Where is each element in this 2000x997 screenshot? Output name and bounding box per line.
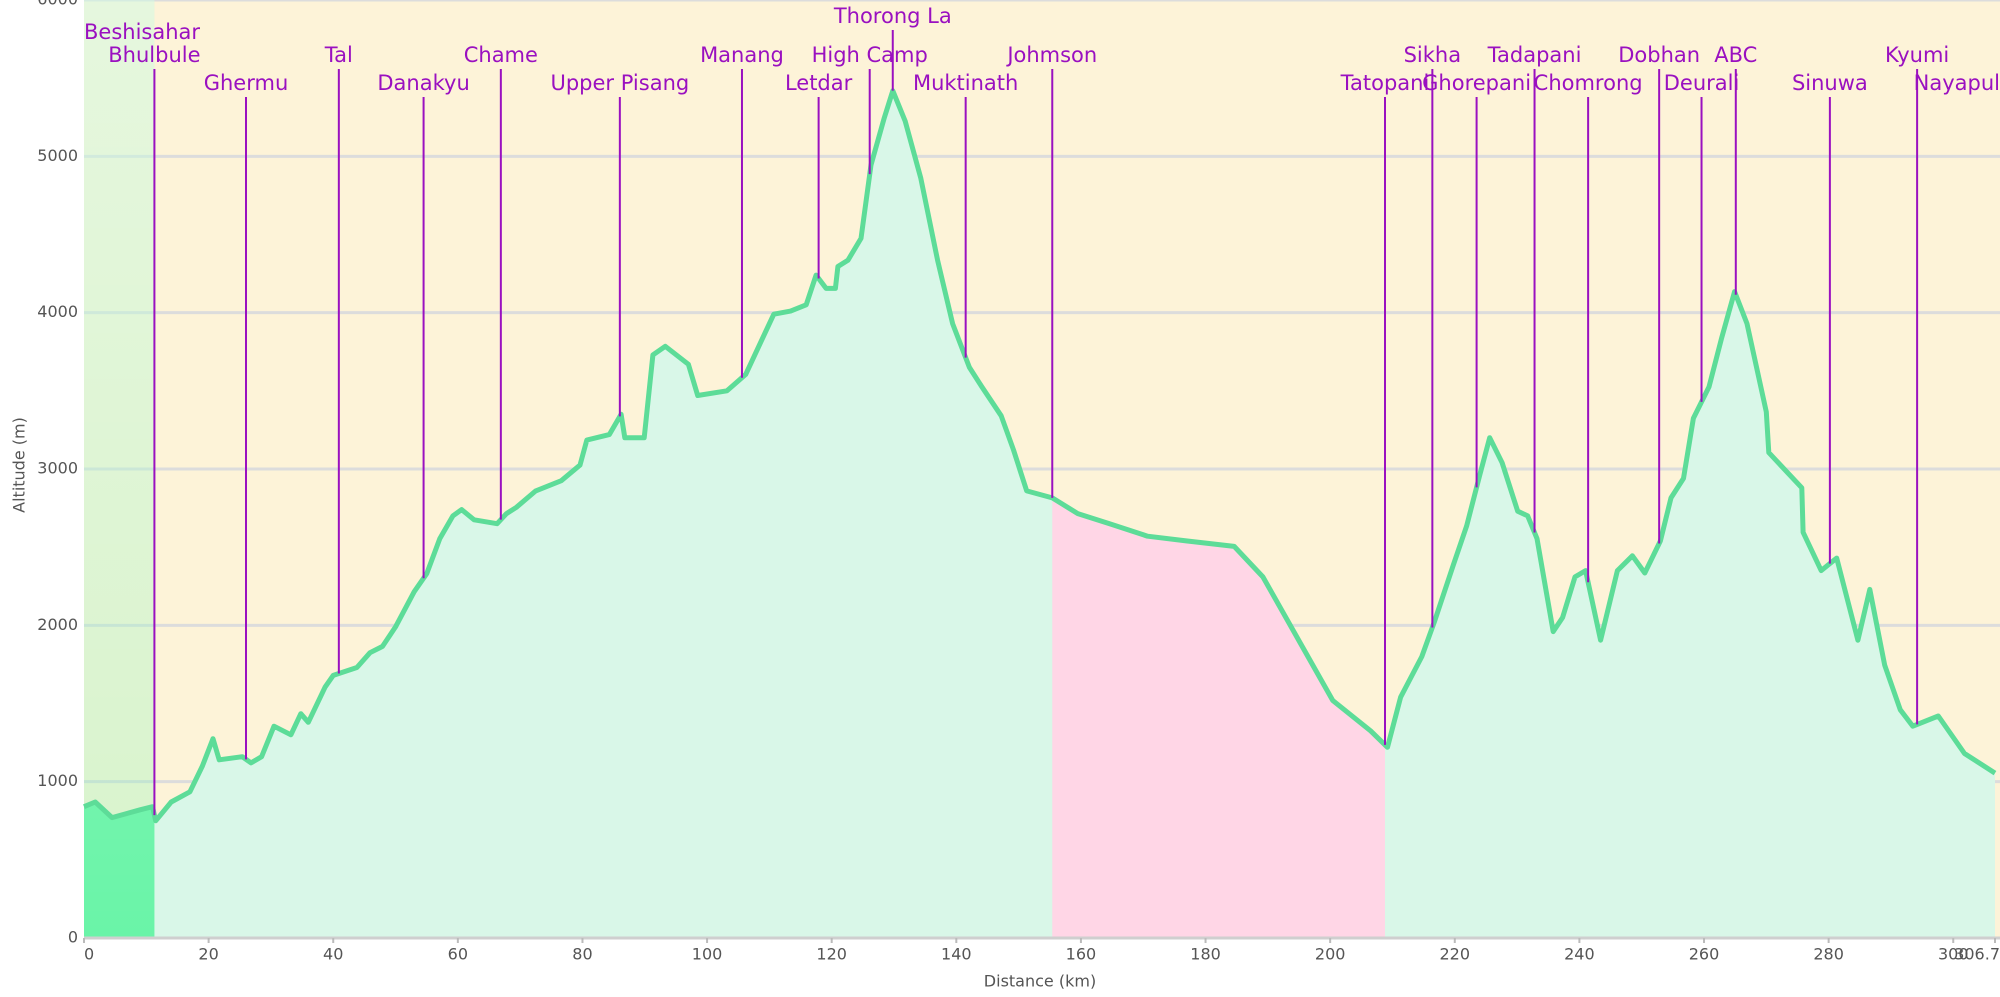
waypoint-label: Thorong La <box>833 4 952 28</box>
x-tick-label: 160 <box>1066 945 1097 964</box>
waypoint-label: Tal <box>324 43 353 67</box>
waypoint-label: Danakyu <box>377 71 469 95</box>
waypoint-label: Ghorepani <box>1422 71 1531 95</box>
x-tick-label: 0 <box>84 945 94 964</box>
waypoint-label: Tadapani <box>1487 43 1582 67</box>
x-axis-title: Distance (km) <box>984 972 1096 991</box>
waypoint-label: Bhulbule <box>108 43 200 67</box>
x-tick-label: 140 <box>941 945 972 964</box>
x-tick-label: 240 <box>1564 945 1595 964</box>
waypoint-label: Kyumi <box>1885 43 1949 67</box>
waypoint-label: High Camp <box>812 43 928 67</box>
waypoint-label: Nayapul <box>1914 71 2000 95</box>
waypoint-label: Tatopani <box>1340 71 1430 95</box>
waypoint-label: Manang <box>700 43 784 67</box>
x-tick-label: 300 <box>1938 945 1969 964</box>
waypoint-label: Johmson <box>1005 43 1097 67</box>
y-tick-label: 3000 <box>37 459 78 478</box>
y-tick-label: 1000 <box>37 771 78 790</box>
band-shade <box>84 0 155 938</box>
x-tick-label: 20 <box>198 945 218 964</box>
x-tick-label: 100 <box>692 945 723 964</box>
waypoint-label: Beshisahar <box>84 20 200 44</box>
x-tick-label: 220 <box>1440 945 1471 964</box>
waypoint-label: ABC <box>1714 43 1757 67</box>
y-axis-title: Altitude (m) <box>10 417 29 513</box>
x-tick-label: 260 <box>1689 945 1720 964</box>
waypoint-label: Ghermu <box>204 71 289 95</box>
y-tick-label: 0 <box>68 928 78 947</box>
y-tick-label: 6000 <box>37 0 78 9</box>
waypoint-label: Chame <box>464 43 538 67</box>
waypoint-label: Letdar <box>785 71 853 95</box>
waypoint-label: Dobhan <box>1618 43 1700 67</box>
x-tick-label: 306.7 <box>1954 945 2000 964</box>
waypoint-label: Upper Pisang <box>550 71 689 95</box>
y-tick-label: 4000 <box>37 302 78 321</box>
waypoint-label: Sikha <box>1404 43 1462 67</box>
waypoint-label: Muktinath <box>913 71 1018 95</box>
y-tick-label: 2000 <box>37 615 78 634</box>
waypoint-label: Sinuwa <box>1792 71 1868 95</box>
x-tick-label: 80 <box>572 945 592 964</box>
x-tick-label: 280 <box>1813 945 1844 964</box>
waypoint-label: Deurali <box>1664 71 1740 95</box>
y-tick-label: 5000 <box>37 146 78 165</box>
x-tick-label: 180 <box>1190 945 1221 964</box>
waypoint-label: Chomrong <box>1534 71 1643 95</box>
profile-line <box>83 88 1997 824</box>
x-tick-label: 200 <box>1315 945 1346 964</box>
x-tick-label: 120 <box>816 945 847 964</box>
area-fill <box>84 90 1995 938</box>
x-tick-label: 40 <box>323 945 343 964</box>
x-tick-label: 60 <box>448 945 468 964</box>
